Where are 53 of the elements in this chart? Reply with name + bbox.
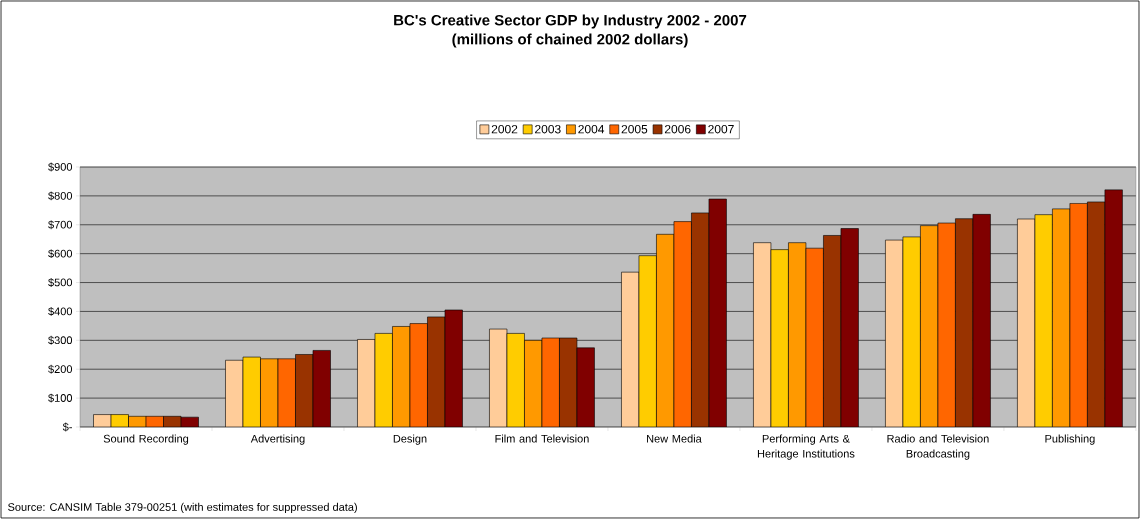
bar <box>840 228 859 427</box>
x-tick-label: Performing Arts & Heritage Institutions <box>757 434 855 460</box>
bar <box>920 225 939 427</box>
bar <box>1104 189 1123 427</box>
legend-label: 2006 <box>664 124 691 134</box>
bar <box>1017 218 1036 427</box>
y-tick-label: $900 <box>48 162 73 172</box>
chart-subtitle: (millions of chained 2002 dollars) <box>452 33 688 48</box>
x-tick-label: Design <box>393 434 427 445</box>
bar <box>885 239 904 427</box>
legend-label: 2002 <box>491 124 518 134</box>
bar <box>753 242 772 427</box>
bar <box>312 350 331 427</box>
y-tick-label: $400 <box>48 306 73 316</box>
bar <box>427 316 446 427</box>
legend-label: 2005 <box>621 124 648 134</box>
legend-label: 2003 <box>535 124 561 134</box>
x-tick-label: Film and Television <box>495 434 589 443</box>
bar <box>708 198 727 427</box>
bar <box>656 234 675 427</box>
bar <box>1052 208 1071 427</box>
x-tick-label: Radio and Television Broadcasting <box>887 434 989 460</box>
bar <box>524 340 543 427</box>
y-tick-label: $300 <box>48 335 73 345</box>
bar <box>621 271 640 427</box>
legend-label: 2007 <box>708 124 734 134</box>
source-note: Source: CANSIM Table 379-00251 (with estimates for suppressed data) <box>8 502 357 514</box>
legend-label: 2004 <box>578 124 605 134</box>
y-tick-label: $800 <box>48 191 73 201</box>
x-tick-label: Publishing <box>1045 434 1095 445</box>
bar <box>972 214 991 427</box>
bar <box>444 309 463 427</box>
x-tick-label: Sound Recording <box>103 434 189 445</box>
x-tick-label: New Media <box>647 434 702 443</box>
bar <box>691 212 710 427</box>
x-tick-label: Advertising <box>250 434 305 445</box>
bar <box>489 328 508 427</box>
bar <box>392 326 411 427</box>
y-tick-label: $600 <box>48 249 73 259</box>
chart-title: BC's Creative Sector GDP by Industry 2002 - 2007 <box>394 14 747 29</box>
bar <box>260 358 279 427</box>
bar <box>788 242 807 427</box>
bar <box>295 354 314 427</box>
y-tick-label: $500 <box>48 278 73 288</box>
bar <box>823 235 842 427</box>
y-tick-label: $200 <box>48 364 73 374</box>
bar <box>955 218 974 427</box>
bar <box>1087 201 1106 427</box>
y-tick-label: $700 <box>48 220 73 230</box>
y-tick-label: $- <box>62 422 72 432</box>
y-tick-label: $100 <box>48 393 73 403</box>
bar <box>576 347 595 427</box>
bar <box>357 339 376 427</box>
